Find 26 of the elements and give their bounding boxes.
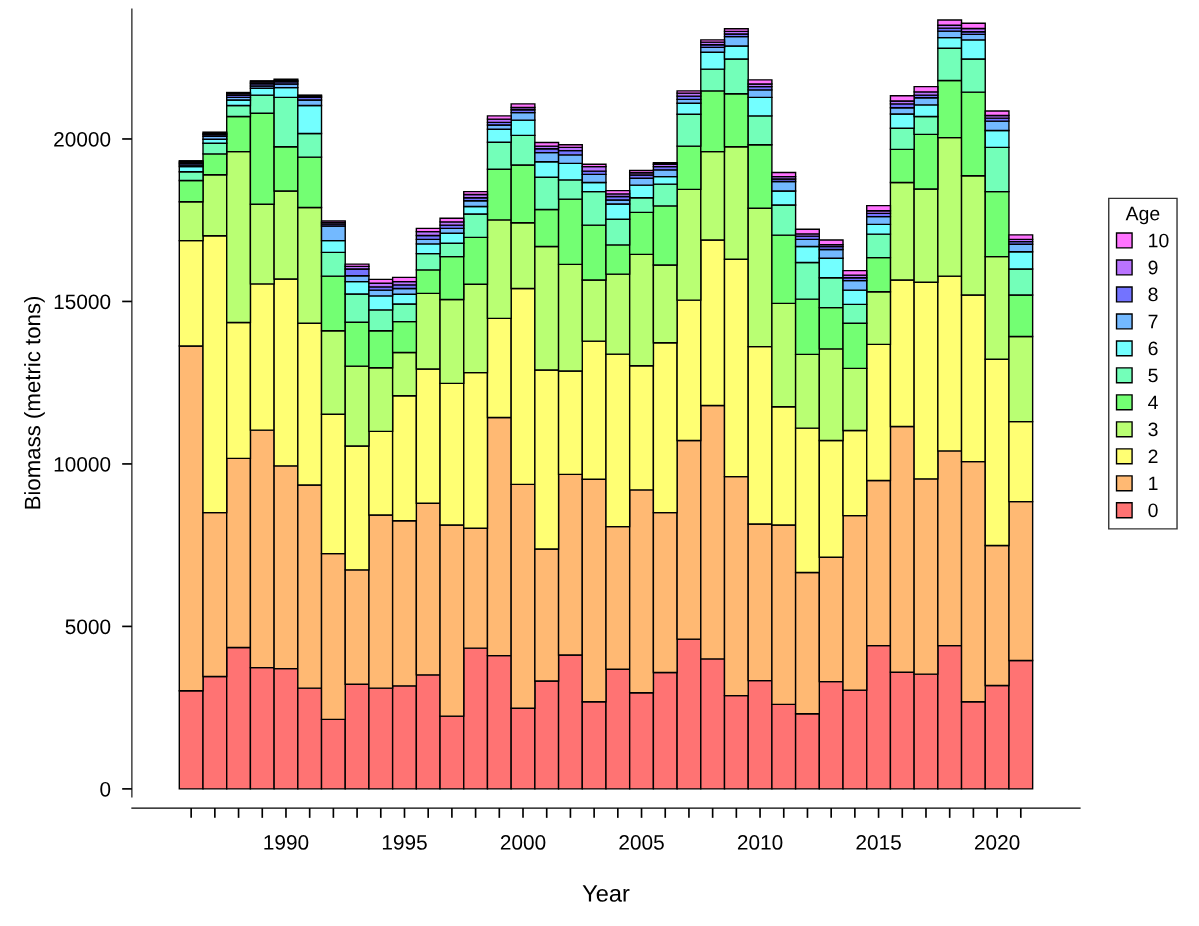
- legend-label: 9: [1148, 260, 1158, 275]
- y-tick-label: 20000: [54, 131, 111, 147]
- legend-label: 3: [1148, 422, 1158, 437]
- x-tick-label: 2005: [619, 835, 664, 850]
- y-axis-title: Biomass (metric tons): [24, 296, 45, 509]
- legend-label: 5: [1148, 368, 1158, 383]
- y-tick-label: 5000: [65, 619, 111, 635]
- y-tick-label: 15000: [54, 294, 111, 310]
- legend-label: 8: [1148, 287, 1158, 302]
- x-tick-label: 2010: [737, 835, 783, 850]
- y-tick-label: 0: [100, 781, 111, 797]
- y-tick-label: 10000: [54, 456, 111, 472]
- x-tick-label: 1995: [382, 835, 427, 850]
- x-tick-label: 2000: [500, 835, 546, 850]
- x-tick-label: 1990: [264, 835, 309, 850]
- legend-title: Age: [1125, 206, 1160, 225]
- x-tick-label: 2020: [974, 835, 1020, 850]
- legend-label: 4: [1148, 395, 1158, 410]
- x-tick-label: 2015: [856, 835, 901, 850]
- legend-label: 7: [1148, 314, 1158, 329]
- legend-label: 2: [1148, 449, 1158, 464]
- legend-label: 6: [1148, 341, 1158, 356]
- legend-label: 1: [1149, 476, 1158, 491]
- x-axis-title: Year: [582, 885, 630, 902]
- legend-label: 10: [1149, 233, 1169, 248]
- legend-label: 0: [1148, 503, 1158, 518]
